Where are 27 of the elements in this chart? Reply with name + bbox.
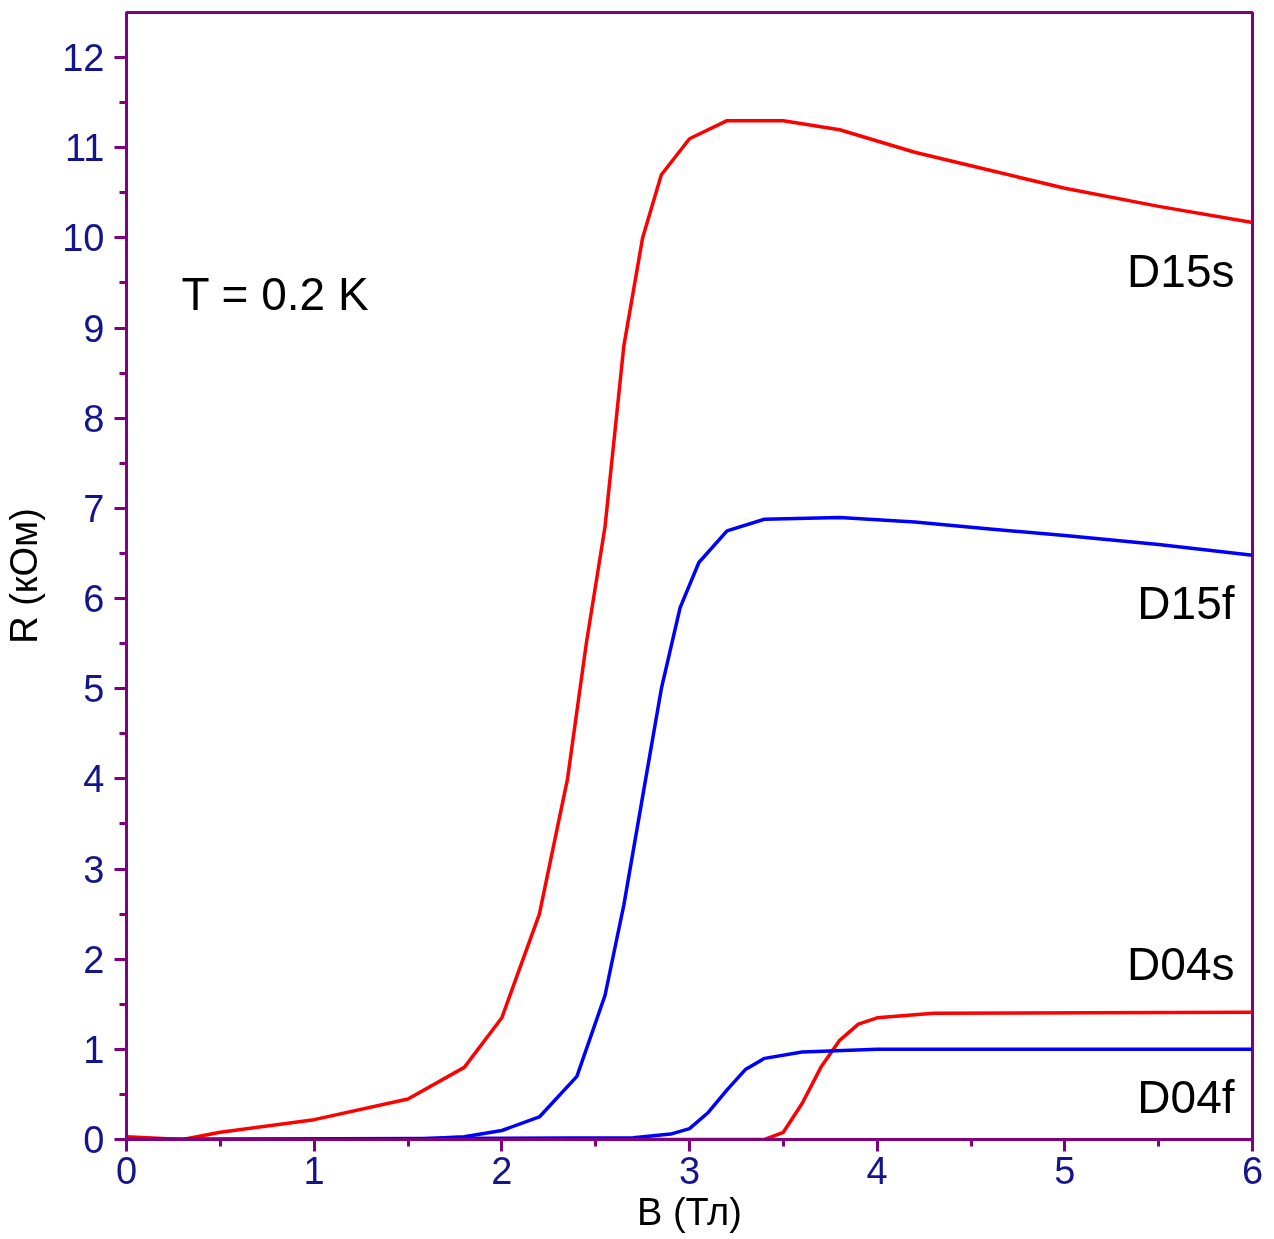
y-tick-label: 2 bbox=[83, 938, 105, 981]
y-tick-label: 10 bbox=[62, 217, 105, 260]
x-tick-label: 2 bbox=[491, 1149, 513, 1192]
y-axis-title: R (кОм) bbox=[3, 508, 46, 644]
x-tick-label: 5 bbox=[1054, 1149, 1076, 1192]
y-tick-label: 5 bbox=[83, 668, 105, 711]
series-label: D04s bbox=[1127, 938, 1235, 991]
x-tick-label: 3 bbox=[678, 1149, 701, 1192]
y-tick-label: 3 bbox=[83, 848, 105, 891]
y-tick-label: 7 bbox=[83, 487, 105, 530]
y-tick-label: 8 bbox=[83, 397, 105, 440]
x-tick-label: 1 bbox=[303, 1149, 325, 1192]
x-axis-title: B (Тл) bbox=[637, 1190, 742, 1233]
y-tick-label: 0 bbox=[83, 1119, 105, 1161]
x-tick-label: 6 bbox=[1241, 1149, 1264, 1192]
y-tick-label: 9 bbox=[83, 307, 105, 350]
y-tick-label: 1 bbox=[83, 1028, 105, 1071]
x-tick-label: 0 bbox=[115, 1149, 138, 1192]
x-tick-label: 4 bbox=[866, 1149, 888, 1192]
y-tick-label: 11 bbox=[65, 127, 105, 170]
y-tick-label: 4 bbox=[83, 758, 105, 801]
y-tick-label: 6 bbox=[83, 578, 105, 621]
series-label: D04f bbox=[1137, 1071, 1235, 1124]
annotation: T = 0.2 K bbox=[181, 267, 369, 320]
series-label: D15s bbox=[1127, 244, 1235, 297]
series-label: D15f bbox=[1137, 577, 1235, 630]
y-tick-label: 12 bbox=[62, 37, 105, 80]
